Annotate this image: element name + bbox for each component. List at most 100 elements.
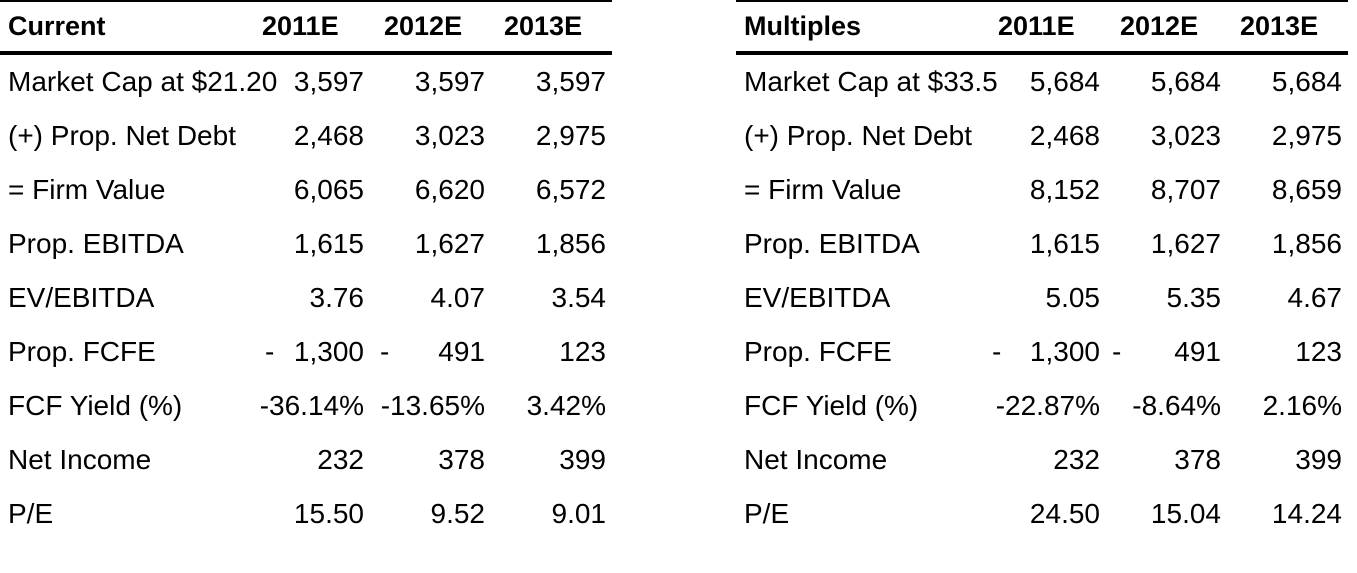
table-row: (+) Prop. Net Debt 2,468 3,023 2,975	[736, 109, 1348, 163]
value-2011: 6,065	[293, 174, 364, 205]
value-2011: 5.05	[1045, 282, 1101, 313]
header-col-2013: 2013E	[504, 11, 583, 41]
value-2012: 378	[1174, 444, 1221, 475]
row-label: Net Income	[8, 444, 152, 475]
value-2012: 1,627	[414, 228, 485, 259]
value-2013: 1,856	[535, 228, 606, 259]
table-row: = Firm Value 8,152 8,707 8,659	[736, 163, 1348, 217]
table-row: P/E 24.50 15.04 14.24	[736, 487, 1348, 541]
value-2012: 9.52	[430, 498, 486, 529]
value-2012: -13.65%	[380, 390, 485, 421]
value-2011: 1,300	[1029, 336, 1100, 367]
row-label: P/E	[744, 498, 790, 529]
table-header-row: Multiples 2011E 2012E 2013E	[736, 0, 1348, 55]
value-2013: 3.54	[551, 282, 607, 313]
value-2011: 232	[1053, 444, 1100, 475]
row-label: (+) Prop. Net Debt	[744, 120, 972, 151]
table-row: Prop. FCFE - 1,300 - 491 123	[736, 325, 1348, 379]
value-2012: 8,707	[1150, 174, 1221, 205]
value-2011: 1,300	[293, 336, 364, 367]
row-label: = Firm Value	[8, 174, 166, 205]
value-2012: 3,597	[414, 66, 485, 97]
accounting-dash: -	[992, 336, 1002, 367]
value-2013: 3,597	[535, 66, 606, 97]
table-row: EV/EBITDA 5.05 5.35 4.67	[736, 271, 1348, 325]
current-valuation-table: Current 2011E 2012E 2013E Market Cap at …	[0, 0, 612, 541]
row-label: P/E	[8, 498, 54, 529]
table-header-row: Current 2011E 2012E 2013E	[0, 0, 612, 55]
value-2011: 5,684	[1029, 66, 1100, 97]
row-label: Prop. EBITDA	[744, 228, 920, 259]
value-2013: 4.67	[1287, 282, 1343, 313]
value-2012: 5.35	[1166, 282, 1222, 313]
table-row: Prop. EBITDA 1,615 1,627 1,856	[736, 217, 1348, 271]
row-label: (+) Prop. Net Debt	[8, 120, 236, 151]
value-2013: 14.24	[1271, 498, 1342, 529]
value-2012: 491	[1174, 336, 1221, 367]
value-2013: 3.42%	[526, 390, 606, 421]
value-2012: 491	[438, 336, 485, 367]
table-row: = Firm Value 6,065 6,620 6,572	[0, 163, 612, 217]
table-row: Net Income 232 378 399	[736, 433, 1348, 487]
value-2011: 232	[317, 444, 364, 475]
value-2012: 3,023	[1150, 120, 1221, 151]
row-label: Prop. FCFE	[8, 336, 156, 367]
value-2013: 1,856	[1271, 228, 1342, 259]
row-label: EV/EBITDA	[8, 282, 155, 313]
header-label: Current	[8, 11, 106, 41]
value-2011: 3.76	[309, 282, 365, 313]
header-col-2013: 2013E	[1240, 11, 1319, 41]
table-row: Market Cap at $33.5 5,684 5,684 5,684	[736, 55, 1348, 109]
table-row: FCF Yield (%) -22.87% -8.64% 2.16%	[736, 379, 1348, 433]
row-label: = Firm Value	[744, 174, 902, 205]
value-2012: 4.07	[430, 282, 486, 313]
table-row: Prop. FCFE - 1,300 - 491 123	[0, 325, 612, 379]
value-2013: 9.01	[551, 498, 607, 529]
row-label: Prop. FCFE	[744, 336, 892, 367]
value-2011: 24.50	[1029, 498, 1100, 529]
accounting-dash: -	[380, 336, 390, 367]
row-label: Market Cap at $33.5	[744, 66, 998, 97]
value-2012: 378	[438, 444, 485, 475]
header-col-2011: 2011E	[998, 11, 1075, 41]
row-label: Prop. EBITDA	[8, 228, 184, 259]
table-row: Market Cap at $21.20 3,597 3,597 3,597	[0, 55, 612, 109]
table-row: P/E 15.50 9.52 9.01	[0, 487, 612, 541]
value-2013: 123	[559, 336, 606, 367]
value-2012: 6,620	[414, 174, 485, 205]
table-row: FCF Yield (%) -36.14% -13.65% 3.42%	[0, 379, 612, 433]
value-2013: 399	[1295, 444, 1342, 475]
table-row: Prop. EBITDA 1,615 1,627 1,856	[0, 217, 612, 271]
table-row: Net Income 232 378 399	[0, 433, 612, 487]
value-2013: 5,684	[1271, 66, 1342, 97]
value-2013: 2,975	[1271, 120, 1342, 151]
row-label: Net Income	[744, 444, 888, 475]
accounting-dash: -	[265, 336, 275, 367]
table-row: EV/EBITDA 3.76 4.07 3.54	[0, 271, 612, 325]
header-col-2011: 2011E	[262, 11, 339, 41]
row-label: Market Cap at $21.20	[8, 66, 278, 97]
value-2013: 6,572	[535, 174, 606, 205]
value-2012: 1,627	[1150, 228, 1221, 259]
value-2013: 123	[1295, 336, 1342, 367]
value-2011: 1,615	[1029, 228, 1100, 259]
header-col-2012: 2012E	[1120, 11, 1199, 41]
value-2011: 1,615	[293, 228, 364, 259]
value-2013: 2.16%	[1262, 390, 1342, 421]
row-label: FCF Yield (%)	[744, 390, 919, 421]
value-2012: 15.04	[1150, 498, 1221, 529]
value-2011: 15.50	[293, 498, 364, 529]
accounting-dash: -	[1112, 336, 1122, 367]
value-2011: 3,597	[293, 66, 364, 97]
value-2012: 5,684	[1150, 66, 1221, 97]
value-2011: -36.14%	[259, 390, 364, 421]
value-2012: 3,023	[414, 120, 485, 151]
row-label: FCF Yield (%)	[8, 390, 183, 421]
value-2011: 8,152	[1029, 174, 1100, 205]
value-2011: 2,468	[1029, 120, 1100, 151]
value-2011: -22.87%	[995, 390, 1100, 421]
multiples-valuation-table: Multiples 2011E 2012E 2013E Market Cap a…	[736, 0, 1348, 541]
table-row: (+) Prop. Net Debt 2,468 3,023 2,975	[0, 109, 612, 163]
value-2012: -8.64%	[1132, 390, 1221, 421]
header-label: Multiples	[744, 11, 862, 41]
